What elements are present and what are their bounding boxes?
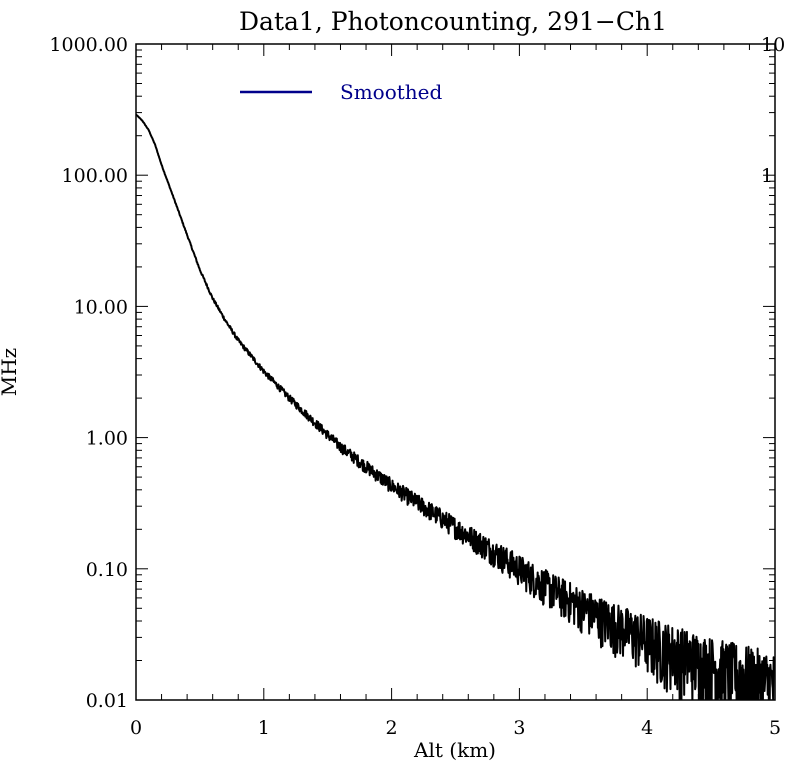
x-tick-label: 1 (258, 717, 270, 739)
legend: Smoothed (240, 80, 443, 104)
y-tick-label: 100.00 (62, 165, 128, 187)
x-tick-labels: 0 1 2 3 4 5 (130, 717, 781, 739)
chart-title: Data1, Photoncounting, 291−Ch1 (239, 7, 667, 36)
y-tick-label: 0.01 (86, 690, 128, 712)
y-axis-label: MHz (0, 348, 21, 396)
series-line (136, 113, 775, 700)
y-tick-labels: 0.01 0.10 1.00 10.00 100.00 1000.00 (49, 34, 128, 712)
y-tick-label: 0.10 (86, 559, 128, 581)
x-tick-label: 2 (386, 717, 398, 739)
x-tick-label: 0 (130, 717, 142, 739)
right-axis-fragments: 10 1 (761, 34, 785, 187)
right-axis-fragment: 1 (761, 165, 773, 187)
axis-ticks (135, 43, 776, 701)
plot-frame (135, 43, 776, 701)
x-tick-label: 5 (769, 717, 781, 739)
x-tick-label: 4 (641, 717, 653, 739)
y-tick-label: 10.00 (74, 296, 128, 318)
y-tick-label: 1.00 (86, 428, 128, 450)
series-group (136, 113, 775, 700)
right-axis-fragment: 10 (761, 34, 785, 56)
legend-label: Smoothed (340, 80, 443, 104)
x-tick-label: 3 (513, 717, 525, 739)
x-axis-label: Alt (km) (413, 738, 496, 762)
y-tick-label: 1000.00 (49, 34, 128, 56)
